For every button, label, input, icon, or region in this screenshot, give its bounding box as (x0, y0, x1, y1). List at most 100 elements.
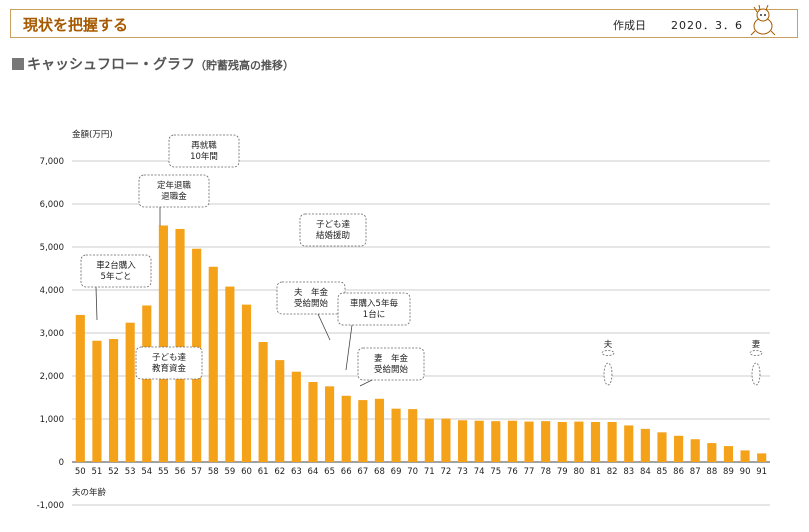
bar (491, 421, 501, 462)
callout-box (337, 292, 411, 326)
x-tick-label: 77 (524, 467, 535, 477)
date-value: 2020．3．6 (671, 19, 743, 32)
y-tick-label: 1,000 (40, 415, 64, 425)
annotation-line: 定年退職 (157, 180, 192, 191)
x-tick-label: 59 (224, 467, 235, 477)
callout-box (138, 174, 210, 208)
x-tick-label: 85 (657, 467, 668, 477)
bar (225, 286, 235, 462)
bar (158, 225, 168, 462)
annotation-line: 車2台購入 (96, 260, 136, 271)
x-tick-label: 71 (424, 467, 435, 477)
x-tick-label: 51 (92, 467, 103, 477)
annotation-line: 子ども達 (152, 352, 187, 363)
x-tick-label: 81 (590, 467, 601, 477)
x-tick-label: 89 (723, 467, 734, 477)
bar (374, 398, 385, 462)
callout-pointer (359, 379, 373, 387)
page-header: 現状を把握する 作成日 2020．3．6 (10, 9, 798, 38)
bar (674, 435, 684, 462)
chart-subtitle: キャッシュフロー・グラフ（貯蓄残高の推移） (12, 54, 294, 74)
x-tick-label: 86 (673, 467, 684, 477)
bar (541, 421, 551, 462)
annotation-line: 受給開始 (294, 298, 329, 309)
x-tick-label: 61 (258, 467, 269, 477)
bar (341, 395, 351, 462)
bar (275, 360, 285, 462)
x-tick-label: 91 (756, 467, 767, 477)
square-bullet-icon (12, 58, 24, 70)
bar (640, 428, 650, 462)
callout-box (299, 213, 367, 247)
bar (108, 339, 119, 462)
bar (757, 453, 767, 462)
callout-box (135, 346, 203, 380)
x-tick-label: 64 (308, 467, 319, 477)
x-tick-label: 74 (474, 467, 485, 477)
bar (524, 421, 534, 462)
x-tick-label: 80 (573, 467, 584, 477)
bar (208, 266, 218, 462)
bar (308, 382, 318, 462)
x-tick-label: 68 (374, 467, 385, 477)
subtitle-main: キャッシュフロー・グラフ (27, 57, 195, 73)
x-tick-label: 66 (341, 467, 352, 477)
x-axis-label: 夫の年齢 (72, 487, 107, 498)
y-axis-label: 金額(万円) (72, 129, 113, 140)
marker-ellipse (601, 350, 615, 356)
annotation-line: 受給開始 (374, 364, 409, 375)
callout-pointer (317, 313, 331, 341)
x-tick-label: 79 (557, 467, 568, 477)
x-tick-label: 75 (490, 467, 501, 477)
annotation-callout: 妻 (749, 339, 763, 386)
bar (175, 228, 185, 462)
x-tick-label: 60 (241, 467, 252, 477)
x-tick-label: 69 (391, 467, 402, 477)
annotation-line: 教育資金 (152, 363, 187, 374)
x-tick-label: 57 (191, 467, 202, 477)
y-tick-label: 6,000 (40, 200, 64, 210)
bar (241, 304, 252, 462)
x-tick-label: 88 (706, 467, 717, 477)
bar (408, 409, 418, 462)
marker-ellipse (749, 350, 763, 356)
x-tick-label: 87 (690, 467, 701, 477)
x-tick-label: 83 (623, 467, 634, 477)
x-tick-label: 90 (740, 467, 751, 477)
bar (358, 400, 368, 462)
bar (142, 305, 152, 462)
bar (457, 420, 468, 462)
x-tick-label: 70 (407, 467, 418, 477)
y-tick-label: 0 (59, 458, 64, 468)
bar (325, 386, 335, 462)
y-tick-label: -1,000 (37, 501, 64, 511)
mascot-icon (750, 4, 776, 36)
bar (723, 446, 734, 462)
annotation-line: 夫 年金 (294, 287, 329, 298)
bar (424, 418, 434, 462)
annotation-label: 夫 (604, 339, 613, 350)
annotation-line: 車購入5年毎 (350, 298, 398, 309)
x-tick-label: 58 (208, 467, 219, 477)
callout-box (276, 281, 346, 315)
annotation-line: 1台に (363, 309, 385, 320)
x-tick-label: 56 (175, 467, 186, 477)
x-tick-label: 50 (75, 467, 86, 477)
bar (125, 322, 135, 462)
bar (441, 418, 451, 462)
x-tick-label: 84 (640, 467, 651, 477)
bar (557, 422, 567, 462)
bar (574, 421, 584, 462)
bar (75, 314, 85, 462)
callout-box (357, 347, 425, 381)
y-tick-label: 2,000 (40, 372, 64, 382)
